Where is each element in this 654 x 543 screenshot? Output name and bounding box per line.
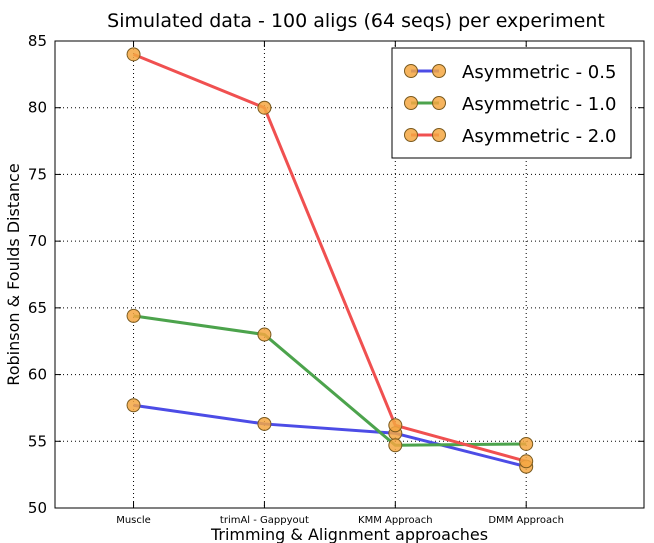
series-group bbox=[133, 403, 527, 469]
data-point-marker bbox=[257, 327, 272, 342]
x-tick-label: KMM Approach bbox=[358, 515, 433, 526]
y-axis-label: Robinson & Foulds Distance bbox=[4, 163, 23, 385]
series-line bbox=[132, 52, 527, 463]
legend-label: Asymmetric - 1.0 bbox=[462, 94, 616, 115]
series-line bbox=[133, 403, 527, 469]
y-tick-label: 75 bbox=[28, 165, 47, 183]
chart-title: Simulated data - 100 aligs (64 seqs) per… bbox=[107, 10, 605, 32]
data-point-marker bbox=[257, 416, 272, 431]
series-group bbox=[133, 314, 527, 447]
data-point-marker bbox=[519, 454, 534, 469]
legend-marker bbox=[432, 128, 446, 142]
x-axis-label: Trimming & Alignment approaches bbox=[210, 525, 488, 543]
data-point-marker bbox=[519, 436, 534, 451]
series-markers bbox=[126, 398, 534, 474]
data-point-marker bbox=[388, 418, 403, 433]
x-tick-label: DMM Approach bbox=[488, 515, 564, 526]
legend-marker bbox=[432, 96, 446, 110]
plot-area-frame bbox=[54, 40, 645, 509]
series-markers bbox=[126, 47, 534, 469]
legend-marker bbox=[404, 128, 418, 142]
y-tick-label: 60 bbox=[28, 366, 47, 384]
legend: Asymmetric - 0.5 Asymmetric - 1.0 Asymmetr… bbox=[391, 47, 632, 159]
data-point-marker bbox=[126, 47, 141, 62]
y-tick-label: 55 bbox=[28, 432, 47, 450]
y-tick-label: 50 bbox=[28, 499, 47, 517]
series-markers bbox=[126, 308, 534, 453]
data-point-marker bbox=[126, 308, 141, 323]
x-tick-label: Muscle bbox=[116, 515, 151, 526]
y-tick-label: 65 bbox=[28, 299, 47, 317]
legend-marker bbox=[404, 64, 418, 78]
y-tick-label: 85 bbox=[28, 32, 47, 50]
data-point-marker bbox=[388, 438, 403, 453]
y-tick-label: 70 bbox=[28, 232, 47, 250]
x-tick-label: trimAl - Gappyout bbox=[220, 515, 309, 526]
legend-marker bbox=[432, 64, 446, 78]
series-layer bbox=[126, 47, 534, 474]
data-point-marker bbox=[126, 398, 141, 413]
legend-label: Asymmetric - 0.5 bbox=[462, 62, 616, 83]
legend-label: Asymmetric - 2.0 bbox=[462, 126, 616, 147]
legend-marker bbox=[404, 96, 418, 110]
series-group bbox=[132, 52, 527, 463]
data-point-marker bbox=[257, 100, 272, 115]
series-line bbox=[133, 314, 527, 447]
y-tick-label: 80 bbox=[28, 99, 47, 117]
axis-ticks: 50 55 60 65 70 75 80 85 Muscle trimAl - Gappyout K… bbox=[28, 32, 644, 526]
